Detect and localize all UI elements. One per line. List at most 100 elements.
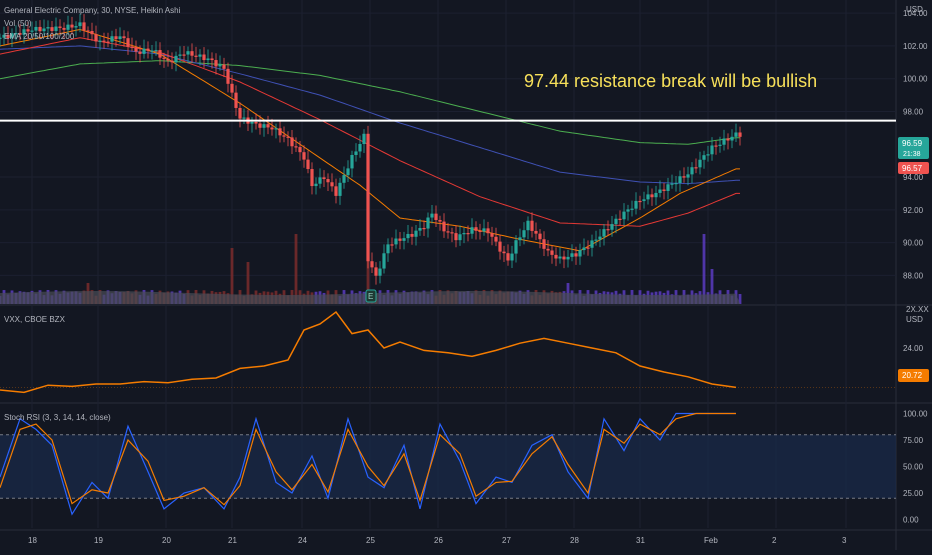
candle-body	[578, 250, 582, 257]
candle-body	[534, 230, 538, 234]
candle-body	[0, 37, 2, 39]
stoch-legend[interactable]: Stoch RSI (3, 3, 14, 14, close)	[4, 413, 111, 422]
candle-body	[722, 138, 726, 145]
candle-body	[438, 220, 442, 222]
candle-body	[190, 51, 194, 56]
candle-body	[714, 145, 718, 147]
candle-body	[126, 38, 130, 47]
candle-body	[30, 30, 34, 32]
candle-body	[206, 58, 210, 61]
candle-body	[426, 217, 430, 229]
candle-body	[230, 83, 234, 93]
price-axis-tick: 88.00	[903, 271, 924, 280]
vxx-axis-top: 2X.XX	[906, 305, 929, 314]
candle-body	[402, 238, 406, 241]
candle-body	[630, 208, 634, 210]
candle-body	[666, 184, 670, 191]
candle-body	[162, 57, 166, 59]
candle-body	[410, 233, 414, 237]
candle-body	[646, 194, 650, 200]
candle-body	[258, 123, 262, 128]
candle-body	[726, 138, 730, 141]
candle-body	[614, 218, 618, 225]
bar-countdown: 21:38	[903, 151, 921, 158]
time-axis-tick: Feb	[704, 536, 718, 545]
candle-body	[130, 46, 134, 48]
candle-body	[582, 247, 586, 251]
candle-body	[198, 54, 202, 57]
candle-body	[374, 267, 378, 276]
candle-body	[194, 55, 198, 57]
price-currency: USD	[906, 5, 923, 14]
candle-body	[134, 47, 138, 52]
candle-body	[538, 233, 542, 240]
candle-body	[286, 136, 290, 138]
volume-bar	[230, 248, 234, 304]
candle-body	[482, 228, 486, 232]
candle-body	[546, 248, 550, 251]
time-axis-tick: 24	[298, 536, 307, 545]
volume-legend[interactable]: Vol (50)	[4, 19, 32, 28]
candle-body	[226, 68, 230, 84]
candle-body	[446, 231, 450, 233]
earnings-marker-label[interactable]: E	[368, 292, 373, 301]
volume-bar	[246, 262, 250, 304]
candle-body	[530, 220, 534, 231]
candle-body	[706, 154, 710, 156]
candle-body	[222, 64, 226, 69]
candle-body	[650, 194, 654, 198]
candle-body	[610, 224, 614, 230]
earnings-marker[interactable]: E	[365, 289, 377, 303]
price-axis-labels[interactable]: 104.00 102.00 100.00 98.00 94.00 92.00 90.00 88…	[903, 9, 928, 524]
stoch-axis-tick: 100.00	[903, 409, 928, 418]
candle-body	[362, 133, 366, 145]
candle-body	[506, 253, 510, 261]
candle-body	[598, 236, 602, 240]
vxx-line-group	[0, 310, 896, 394]
resistance-annotation[interactable]: 97.44 resistance break will be bullish	[524, 71, 817, 91]
candle-body	[138, 51, 142, 54]
candle-body	[298, 147, 302, 153]
candle-body	[86, 30, 90, 32]
candle-body	[434, 213, 438, 221]
candle-body	[94, 34, 98, 42]
candle-body	[6, 34, 10, 39]
candle-body	[346, 168, 350, 176]
ema-legend[interactable]: EMA 20/50/100/200	[4, 32, 75, 41]
candle-body	[606, 229, 610, 231]
time-axis-tick: 26	[434, 536, 443, 545]
candle-body	[330, 182, 334, 187]
candle-body	[558, 256, 562, 259]
stoch-axis-tick: 0.00	[903, 516, 919, 525]
time-axis-labels[interactable]: 18 19 20 21 24 25 26 27 28 31 Feb 2 3	[28, 536, 847, 545]
last-price-tag: 96.59 21:38	[898, 137, 929, 159]
candle-body	[278, 128, 282, 136]
candle-body	[698, 159, 702, 168]
candle-body	[502, 251, 506, 254]
earnings-marker-bg[interactable]	[365, 289, 377, 303]
symbol-title[interactable]: General Electric Company, 30, NYSE, Heik…	[4, 6, 181, 15]
stoch-axis-tick: 25.00	[903, 489, 924, 498]
candle-body	[2, 34, 6, 38]
candle-body	[450, 232, 454, 234]
candle-body	[54, 26, 58, 31]
candle-body	[34, 26, 38, 31]
candle-body	[406, 233, 410, 239]
candle-body	[442, 221, 446, 232]
candle-body	[358, 144, 362, 152]
candle-body	[618, 218, 622, 220]
vxx-legend[interactable]: VXX, CBOE BZX	[4, 315, 66, 324]
candle-body	[106, 41, 110, 43]
candle-body	[62, 27, 66, 30]
candle-body	[238, 107, 242, 119]
candle-body	[218, 64, 222, 67]
candle-body	[654, 192, 658, 198]
candle-body	[290, 137, 294, 147]
candle-body	[166, 58, 170, 61]
candle-body	[574, 253, 578, 257]
vxx-pane[interactable]	[0, 306, 896, 402]
candle-body	[306, 159, 310, 170]
ema-100-line	[0, 45, 740, 185]
candle-body	[350, 154, 354, 169]
